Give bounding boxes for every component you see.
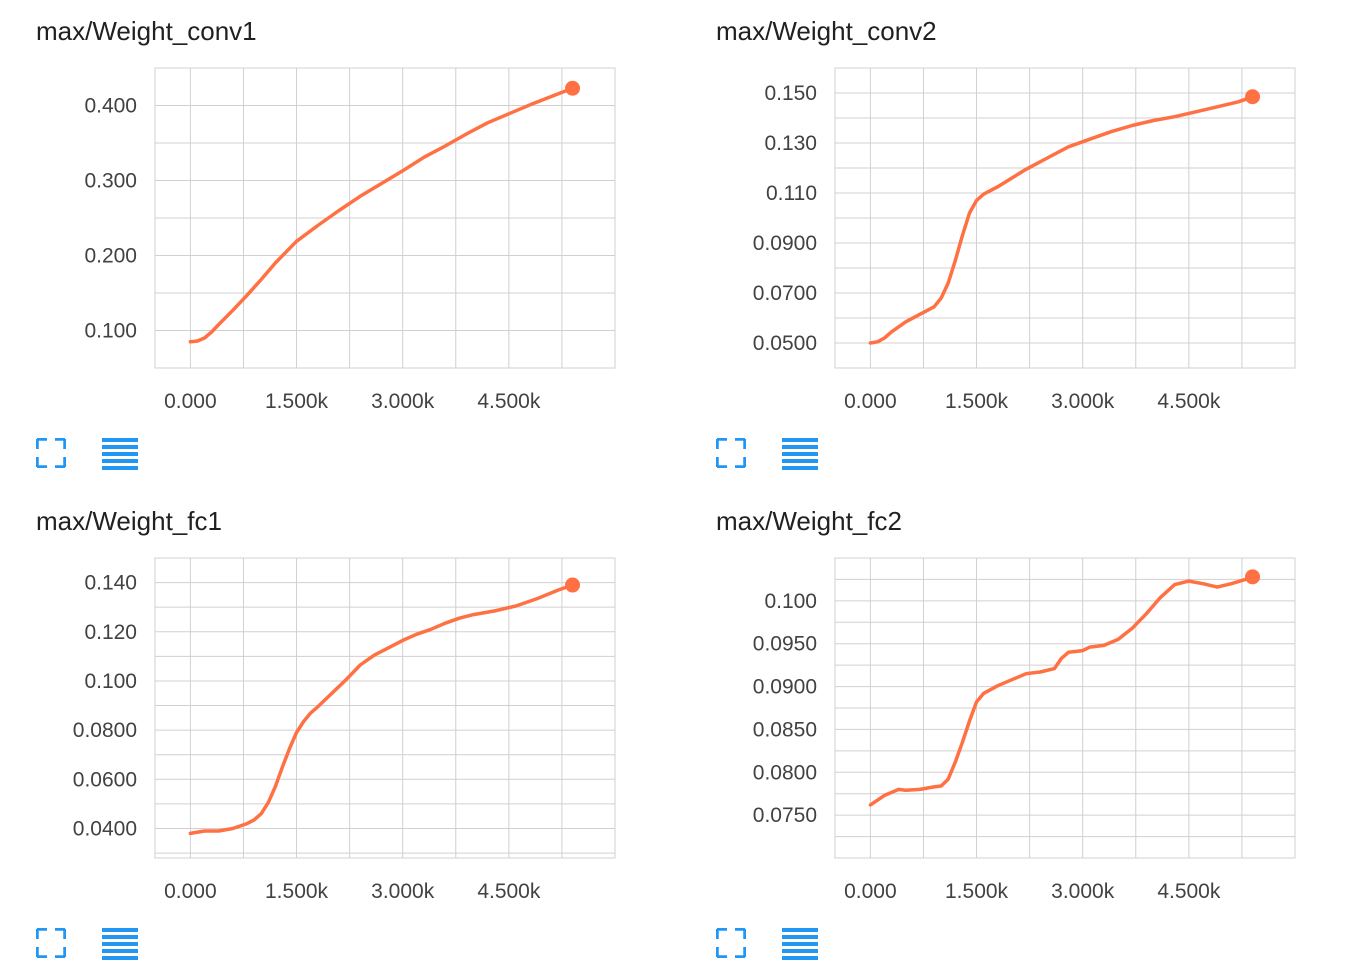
x-tick-label: 4.500k — [477, 880, 541, 903]
series-line — [188, 86, 575, 344]
y-tick-label: 0.100 — [84, 670, 137, 693]
plot-frame — [154, 557, 616, 859]
chart-title: max/Weight_fc2 — [716, 506, 902, 536]
y-tick-label: 0.0600 — [73, 768, 137, 791]
expand-icon — [35, 437, 67, 469]
expand-icon — [715, 927, 747, 959]
x-tick-label: 1.500k — [265, 880, 329, 903]
y-tick-label: 0.0500 — [753, 332, 817, 355]
toggle-data-button[interactable] — [102, 928, 138, 960]
y-tick-label: 0.0800 — [73, 719, 137, 742]
x-tick-label: 1.500k — [265, 390, 329, 413]
y-tick-label: 0.200 — [84, 245, 137, 268]
y-tick-label: 0.400 — [84, 95, 137, 118]
y-tick-label: 0.300 — [84, 170, 137, 193]
list-icon — [782, 438, 818, 470]
x-tick-label: 3.000k — [371, 390, 435, 413]
chart-title: max/Weight_conv2 — [716, 16, 937, 46]
expand-button[interactable] — [35, 437, 72, 470]
x-tick-label: 4.500k — [1157, 390, 1221, 413]
series-line — [188, 583, 575, 836]
chart-card-weight-fc2: max/Weight_fc2 0.0750 0.0800 0.0850 0.0900 0… — [715, 490, 1356, 970]
y-tick-label: 0.0850 — [753, 718, 817, 741]
x-tick-label: 4.500k — [1157, 880, 1221, 903]
last-point-marker[interactable] — [1245, 569, 1261, 585]
x-tick-label: 1.500k — [945, 390, 1009, 413]
toggle-data-button[interactable] — [782, 928, 818, 960]
chart-card-weight-fc1: max/Weight_fc1 0.0400 0.0600 0.0800 0.100 0.… — [35, 490, 676, 970]
plot-frame — [834, 557, 1296, 859]
y-tick-label: 0.0800 — [753, 761, 817, 784]
y-tick-label: 0.0900 — [753, 676, 817, 699]
series-line — [868, 95, 1255, 345]
y-tick-label: 0.150 — [764, 82, 817, 105]
expand-button[interactable] — [715, 927, 752, 960]
y-tick-label: 0.130 — [764, 132, 817, 155]
y-tick-label: 0.0400 — [73, 817, 137, 840]
x-tick-label: 0.000 — [844, 880, 897, 903]
y-tick-label: 0.0950 — [753, 633, 817, 656]
x-tick-label: 4.500k — [477, 390, 541, 413]
x-tick-label: 1.500k — [945, 880, 1009, 903]
series-line — [868, 575, 1255, 807]
expand-icon — [715, 437, 747, 469]
x-tick-label: 3.000k — [1051, 880, 1115, 903]
chart-title: max/Weight_fc1 — [36, 506, 222, 536]
chart-card-weight-conv1: max/Weight_conv1 0.100 0.200 0.300 0.400 0.0… — [35, 0, 676, 480]
y-tick-label: 0.100 — [84, 320, 137, 343]
x-tick-label: 0.000 — [844, 390, 897, 413]
expand-button[interactable] — [35, 927, 72, 960]
y-tick-label: 0.120 — [84, 621, 137, 644]
chart-card-weight-conv2: max/Weight_conv2 0.0500 0.0700 0.0900 0.110… — [715, 0, 1356, 480]
y-tick-label: 0.0750 — [753, 804, 817, 827]
list-icon — [782, 928, 818, 960]
y-tick-label: 0.0700 — [753, 282, 817, 305]
list-icon — [102, 928, 138, 960]
y-tick-label: 0.140 — [84, 572, 137, 595]
last-point-marker[interactable] — [565, 577, 581, 593]
last-point-marker[interactable] — [565, 80, 581, 96]
plot-frame — [154, 67, 616, 369]
chart-title: max/Weight_conv1 — [36, 16, 257, 46]
x-tick-label: 0.000 — [164, 880, 217, 903]
line-chart[interactable]: 0.0750 0.0800 0.0850 0.0900 0.0950 0.100 0.000… — [716, 540, 1316, 910]
expand-button[interactable] — [715, 437, 752, 470]
x-tick-label: 0.000 — [164, 390, 217, 413]
expand-icon — [35, 927, 67, 959]
y-tick-label: 0.110 — [766, 182, 817, 205]
last-point-marker[interactable] — [1245, 89, 1261, 105]
toggle-data-button[interactable] — [782, 438, 818, 470]
toggle-data-button[interactable] — [102, 438, 138, 470]
x-tick-label: 3.000k — [1051, 390, 1115, 413]
x-tick-label: 3.000k — [371, 880, 435, 903]
list-icon — [102, 438, 138, 470]
y-tick-label: 0.100 — [764, 590, 817, 613]
line-chart[interactable]: 0.0400 0.0600 0.0800 0.100 0.120 0.140 0.000 1.… — [36, 540, 636, 910]
plot-frame — [834, 67, 1296, 369]
y-tick-label: 0.0900 — [753, 232, 817, 255]
line-chart[interactable]: 0.100 0.200 0.300 0.400 0.000 1.500k 3.000k 4.5… — [36, 50, 636, 420]
line-chart[interactable]: 0.0500 0.0700 0.0900 0.110 0.130 0.150 0.000 1.… — [716, 50, 1316, 420]
